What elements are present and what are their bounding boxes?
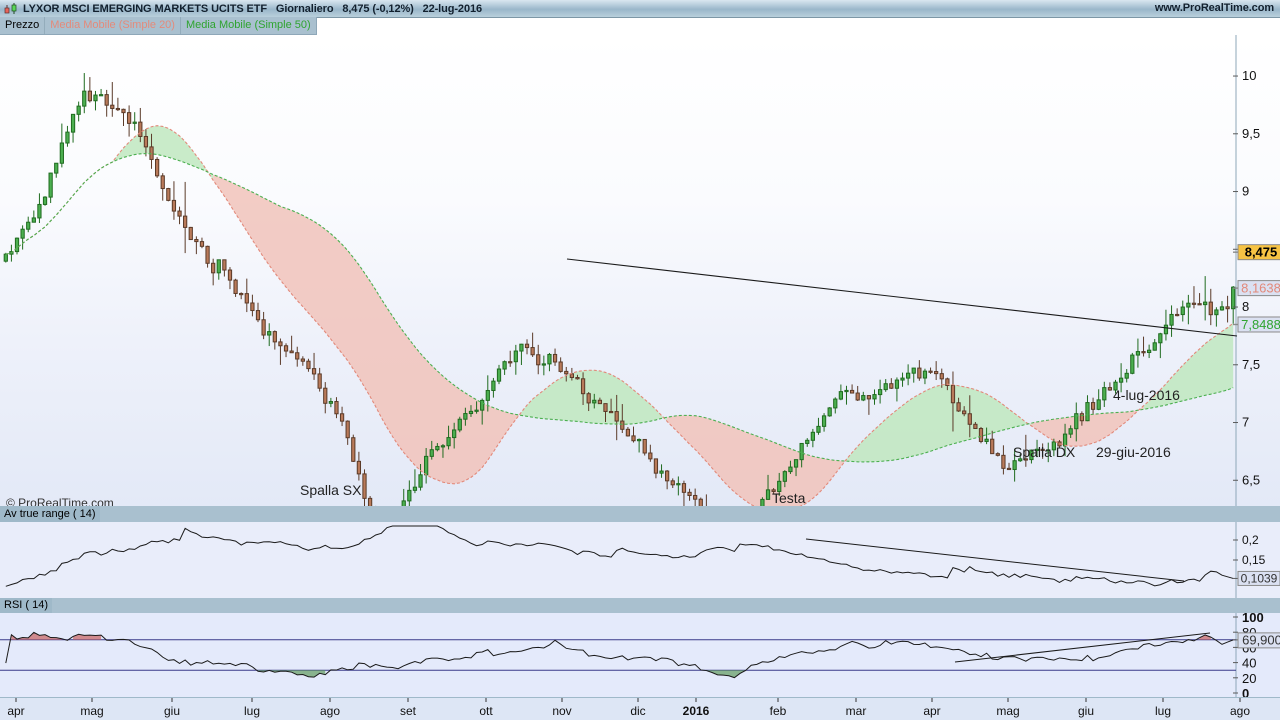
svg-text:lug: lug [244,704,260,718]
svg-text:lug: lug [1155,704,1171,718]
svg-text:40: 40 [1242,656,1256,671]
svg-text:7: 7 [1242,415,1249,430]
svg-text:100: 100 [1242,613,1264,625]
svg-text:7,8488: 7,8488 [1241,317,1280,332]
svg-text:feb: feb [770,704,787,718]
svg-text:0,15: 0,15 [1242,553,1266,567]
svg-text:dic: dic [630,704,645,718]
svg-text:0,1039: 0,1039 [1241,571,1278,585]
svg-text:apr: apr [7,704,24,718]
svg-text:0,2: 0,2 [1242,533,1259,547]
svg-text:Spalla DX: Spalla DX [1013,444,1076,460]
svg-text:8,1638: 8,1638 [1241,281,1280,296]
svg-text:10: 10 [1242,68,1256,83]
svg-text:nov: nov [552,704,571,718]
svg-text:mar: mar [846,704,867,718]
svg-text:9,5: 9,5 [1242,126,1260,141]
svg-text:4-lug-2016: 4-lug-2016 [1113,387,1180,403]
svg-text:8,475: 8,475 [1245,245,1278,260]
svg-text:9: 9 [1242,184,1249,199]
svg-text:apr: apr [923,704,940,718]
svg-text:ago: ago [320,704,340,718]
svg-text:mag: mag [996,704,1019,718]
svg-text:giu: giu [164,704,180,718]
svg-text:0: 0 [1242,686,1249,697]
svg-text:mag: mag [80,704,103,718]
svg-text:7,5: 7,5 [1242,357,1260,372]
svg-text:ago: ago [1230,704,1250,718]
svg-text:8: 8 [1242,299,1249,314]
svg-text:Spalla SX: Spalla SX [300,482,362,498]
svg-text:69,900: 69,900 [1242,632,1280,647]
svg-text:20: 20 [1242,671,1256,686]
svg-text:Testa: Testa [772,490,806,506]
svg-text:set: set [400,704,417,718]
svg-text:ott: ott [479,704,493,718]
svg-text:giu: giu [1078,704,1094,718]
svg-text:6,5: 6,5 [1242,472,1260,487]
svg-text:© ProRealTime.com: © ProRealTime.com [6,496,114,506]
svg-text:29-giu-2016: 29-giu-2016 [1096,444,1171,460]
svg-text:2016: 2016 [683,704,710,718]
